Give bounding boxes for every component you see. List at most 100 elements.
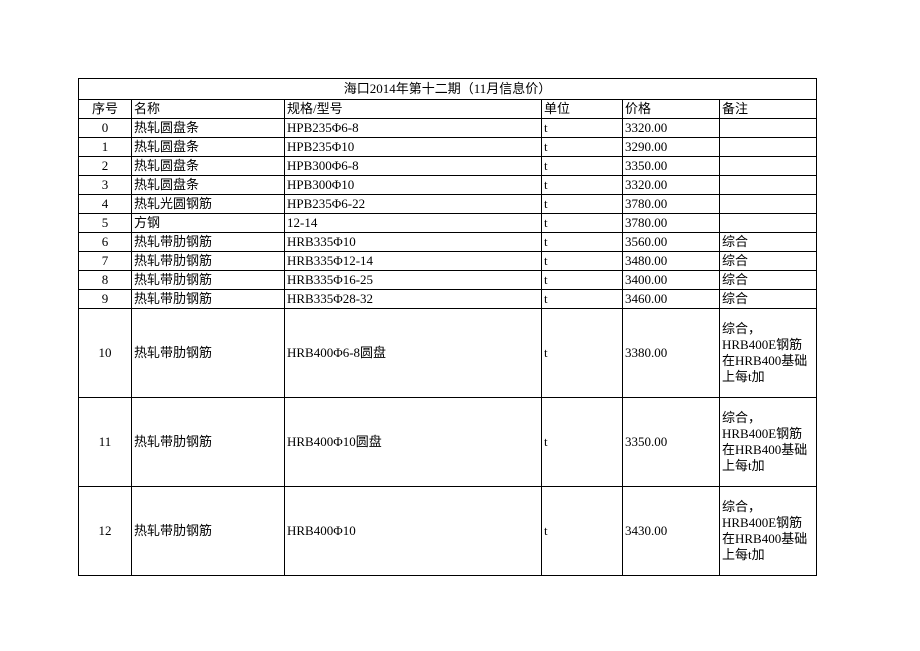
table-header-row: 序号 名称 规格/型号 单位 价格 备注 xyxy=(79,100,817,119)
cell-name: 热轧带肋钢筋 xyxy=(132,233,285,252)
cell-spec: HRB335Φ12-14 xyxy=(285,252,542,271)
cell-name: 热轧圆盘条 xyxy=(132,157,285,176)
cell-price: 3350.00 xyxy=(623,157,720,176)
cell-seq: 1 xyxy=(79,138,132,157)
cell-seq: 9 xyxy=(79,290,132,309)
header-unit: 单位 xyxy=(542,100,623,119)
cell-seq: 7 xyxy=(79,252,132,271)
cell-spec: HRB335Φ16-25 xyxy=(285,271,542,290)
price-table: 海口2014年第十二期（11月信息价） 序号 名称 规格/型号 单位 价格 备注… xyxy=(78,78,817,576)
cell-name: 热轧光圆钢筋 xyxy=(132,195,285,214)
header-name: 名称 xyxy=(132,100,285,119)
cell-unit: t xyxy=(542,138,623,157)
table-title-row: 海口2014年第十二期（11月信息价） xyxy=(79,79,817,100)
cell-spec: HPB235Φ6-8 xyxy=(285,119,542,138)
cell-note: 综合，HRB400E钢筋在HRB400基础上每t加 xyxy=(720,309,817,398)
cell-note xyxy=(720,119,817,138)
header-note: 备注 xyxy=(720,100,817,119)
cell-spec: HRB335Φ10 xyxy=(285,233,542,252)
cell-price: 3380.00 xyxy=(623,309,720,398)
cell-unit: t xyxy=(542,176,623,195)
cell-price: 3430.00 xyxy=(623,487,720,576)
header-seq: 序号 xyxy=(79,100,132,119)
table-row: 5方钢12-14t3780.00 xyxy=(79,214,817,233)
cell-note: 综合 xyxy=(720,271,817,290)
cell-spec: HRB400Φ10 xyxy=(285,487,542,576)
cell-name: 热轧圆盘条 xyxy=(132,119,285,138)
cell-unit: t xyxy=(542,271,623,290)
cell-spec: HRB335Φ28-32 xyxy=(285,290,542,309)
cell-seq: 11 xyxy=(79,398,132,487)
cell-spec: HRB400Φ10圆盘 xyxy=(285,398,542,487)
table-row: 8热轧带肋钢筋HRB335Φ16-25t3400.00综合 xyxy=(79,271,817,290)
cell-seq: 5 xyxy=(79,214,132,233)
table-row: 0热轧圆盘条HPB235Φ6-8t3320.00 xyxy=(79,119,817,138)
cell-unit: t xyxy=(542,195,623,214)
cell-unit: t xyxy=(542,233,623,252)
header-price: 价格 xyxy=(623,100,720,119)
cell-note xyxy=(720,157,817,176)
cell-seq: 4 xyxy=(79,195,132,214)
cell-price: 3560.00 xyxy=(623,233,720,252)
cell-spec: 12-14 xyxy=(285,214,542,233)
cell-price: 3460.00 xyxy=(623,290,720,309)
cell-unit: t xyxy=(542,119,623,138)
cell-name: 热轧圆盘条 xyxy=(132,138,285,157)
cell-note xyxy=(720,176,817,195)
cell-seq: 12 xyxy=(79,487,132,576)
cell-name: 热轧带肋钢筋 xyxy=(132,398,285,487)
cell-note: 综合 xyxy=(720,233,817,252)
cell-price: 3780.00 xyxy=(623,214,720,233)
cell-price: 3290.00 xyxy=(623,138,720,157)
header-spec: 规格/型号 xyxy=(285,100,542,119)
cell-seq: 3 xyxy=(79,176,132,195)
cell-price: 3350.00 xyxy=(623,398,720,487)
cell-name: 热轧带肋钢筋 xyxy=(132,290,285,309)
cell-note: 综合，HRB400E钢筋在HRB400基础上每t加 xyxy=(720,398,817,487)
cell-seq: 6 xyxy=(79,233,132,252)
cell-unit: t xyxy=(542,252,623,271)
cell-note: 综合，HRB400E钢筋在HRB400基础上每t加 xyxy=(720,487,817,576)
cell-unit: t xyxy=(542,157,623,176)
table-row: 10热轧带肋钢筋HRB400Φ6-8圆盘t3380.00综合，HRB400E钢筋… xyxy=(79,309,817,398)
table-row: 1热轧圆盘条HPB235Φ10t3290.00 xyxy=(79,138,817,157)
cell-note xyxy=(720,214,817,233)
cell-unit: t xyxy=(542,309,623,398)
cell-name: 热轧圆盘条 xyxy=(132,176,285,195)
cell-unit: t xyxy=(542,290,623,309)
cell-name: 热轧带肋钢筋 xyxy=(132,309,285,398)
table-row: 12热轧带肋钢筋HRB400Φ10t3430.00综合，HRB400E钢筋在HR… xyxy=(79,487,817,576)
table-row: 7热轧带肋钢筋HRB335Φ12-14t3480.00综合 xyxy=(79,252,817,271)
cell-price: 3480.00 xyxy=(623,252,720,271)
cell-price: 3400.00 xyxy=(623,271,720,290)
table-row: 2热轧圆盘条HPB300Φ6-8t3350.00 xyxy=(79,157,817,176)
cell-name: 热轧带肋钢筋 xyxy=(132,487,285,576)
cell-spec: HRB400Φ6-8圆盘 xyxy=(285,309,542,398)
cell-unit: t xyxy=(542,487,623,576)
table-row: 9热轧带肋钢筋HRB335Φ28-32t3460.00综合 xyxy=(79,290,817,309)
cell-price: 3320.00 xyxy=(623,176,720,195)
cell-seq: 0 xyxy=(79,119,132,138)
cell-note xyxy=(720,138,817,157)
cell-name: 热轧带肋钢筋 xyxy=(132,252,285,271)
cell-unit: t xyxy=(542,398,623,487)
cell-note xyxy=(720,195,817,214)
cell-name: 热轧带肋钢筋 xyxy=(132,271,285,290)
cell-price: 3780.00 xyxy=(623,195,720,214)
cell-seq: 10 xyxy=(79,309,132,398)
cell-unit: t xyxy=(542,214,623,233)
cell-price: 3320.00 xyxy=(623,119,720,138)
table-row: 4热轧光圆钢筋HPB235Φ6-22t3780.00 xyxy=(79,195,817,214)
table-row: 6热轧带肋钢筋HRB335Φ10t3560.00综合 xyxy=(79,233,817,252)
table-title: 海口2014年第十二期（11月信息价） xyxy=(79,79,817,100)
cell-name: 方钢 xyxy=(132,214,285,233)
cell-spec: HPB235Φ10 xyxy=(285,138,542,157)
cell-note: 综合 xyxy=(720,252,817,271)
table-row: 3热轧圆盘条HPB300Φ10t3320.00 xyxy=(79,176,817,195)
cell-seq: 8 xyxy=(79,271,132,290)
cell-seq: 2 xyxy=(79,157,132,176)
cell-spec: HPB300Φ6-8 xyxy=(285,157,542,176)
cell-spec: HPB235Φ6-22 xyxy=(285,195,542,214)
cell-note: 综合 xyxy=(720,290,817,309)
table-row: 11热轧带肋钢筋HRB400Φ10圆盘t3350.00综合，HRB400E钢筋在… xyxy=(79,398,817,487)
